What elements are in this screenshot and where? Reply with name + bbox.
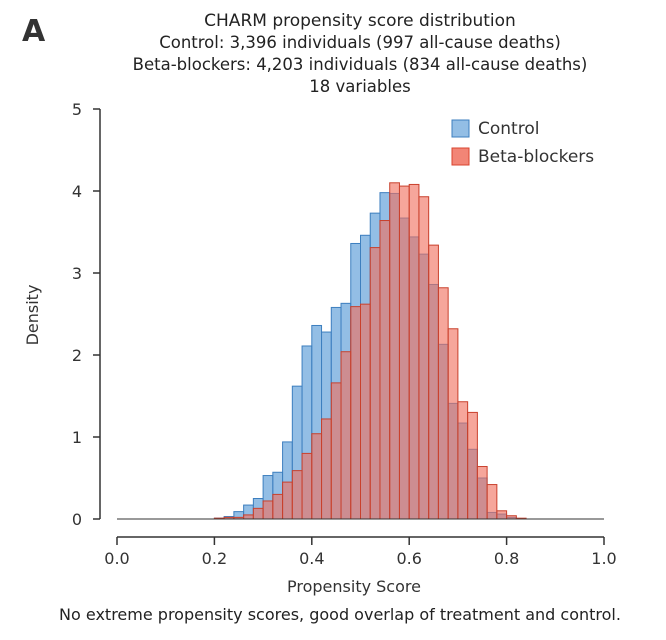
beta-blockers-bar xyxy=(262,500,274,520)
histogram-chart: 0 1 2 3 4 5 0.0 0.2 0.4 0.6 0.8 1.0 Propensity Scor… xyxy=(23,100,617,596)
beta-blockers-bar xyxy=(282,481,293,520)
footnote: No extreme propensity scores, good overl… xyxy=(59,605,621,624)
beta-blocker-bars xyxy=(213,182,527,520)
y-tick-label: 0 xyxy=(72,510,82,529)
beta-blockers-bar xyxy=(457,401,469,520)
beta-blockers-bar xyxy=(496,510,508,520)
beta-blockers-bar xyxy=(330,382,342,520)
beta-blockers-bar xyxy=(467,411,478,520)
chart-title: CHARM propensity score distribution xyxy=(204,11,516,31)
y-tick-label: 3 xyxy=(72,264,82,283)
beta-blockers-bar xyxy=(340,351,352,520)
panel-label: A xyxy=(22,14,46,49)
beta-blockers-bar xyxy=(360,303,371,520)
axes: 0 1 2 3 4 5 0.0 0.2 0.4 0.6 0.8 1.0 xyxy=(72,100,617,568)
beta-blockers-bar xyxy=(350,306,362,520)
beta-blockers-bar xyxy=(398,185,410,520)
beta-blockers-bar xyxy=(379,220,391,520)
x-tick-label: 0.2 xyxy=(202,549,227,568)
beta-blockers-bar xyxy=(476,466,488,520)
x-tick-label: 1.0 xyxy=(591,549,616,568)
chart-subtitle-variables: 18 variables xyxy=(309,77,411,96)
beta-blockers-bar xyxy=(389,182,400,520)
beta-blockers-bar xyxy=(272,493,284,520)
y-tick-label: 5 xyxy=(72,100,82,119)
beta-blockers-bar xyxy=(243,514,254,520)
y-tick-label: 4 xyxy=(72,182,82,201)
beta-blockers-bar xyxy=(252,507,264,520)
legend-swatch-beta-blockers xyxy=(451,147,470,166)
beta-blockers-bar xyxy=(437,287,449,520)
legend-swatch-control xyxy=(451,119,470,138)
legend: Control Beta-blockers xyxy=(451,119,594,167)
beta-blockers-bar xyxy=(291,470,303,520)
x-tick-label: 0.6 xyxy=(396,549,421,568)
legend-label-control: Control xyxy=(478,119,539,139)
y-axis-title: Density xyxy=(23,285,42,346)
legend-label-beta-blockers: Beta-blockers xyxy=(478,147,594,167)
beta-blockers-bar xyxy=(369,247,381,520)
x-tick-label: 0.8 xyxy=(494,549,519,568)
chart-subtitle-control: Control: 3,396 individuals (997 all-caus… xyxy=(159,33,561,52)
x-tick-label: 0.0 xyxy=(104,549,129,568)
beta-blockers-bar xyxy=(418,196,430,520)
y-tick-label: 1 xyxy=(72,428,82,447)
beta-blockers-bar xyxy=(486,484,498,520)
chart-title-block: CHARM propensity score distribution Cont… xyxy=(0,10,666,98)
beta-blockers-bar xyxy=(428,244,439,520)
chart-subtitle-beta-blockers: Beta-blockers: 4,203 individuals (834 al… xyxy=(132,55,588,74)
beta-blockers-bar xyxy=(311,433,323,520)
beta-blockers-bar xyxy=(408,183,420,520)
beta-blockers-bar xyxy=(321,418,332,520)
beta-blockers-bar xyxy=(301,452,313,520)
y-tick-label: 2 xyxy=(72,346,82,365)
x-axis-title: Propensity Score xyxy=(287,577,421,596)
beta-blockers-bar xyxy=(447,328,459,520)
x-tick-label: 0.4 xyxy=(299,549,324,568)
